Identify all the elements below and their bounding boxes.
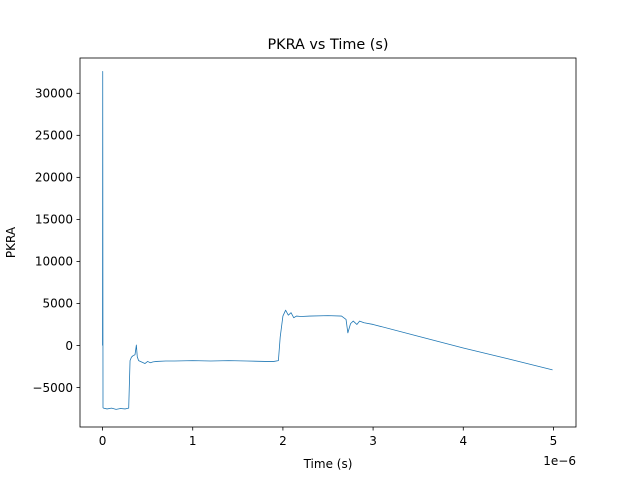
y-axis: −5000 0 5000 10000 15000 20000 25000 30000 [32,87,80,395]
y-tick-label: 20000 [35,171,73,185]
series-layer [102,71,553,410]
plot-frame [79,57,577,428]
y-tick-label: 15000 [35,213,73,227]
x-axis: 0 1 2 3 4 5 [99,427,558,448]
x-tick-label: 1 [189,434,197,448]
y-axis-label: PKRA [4,226,18,258]
y-tick-label: −5000 [32,381,73,395]
x-axis-offset-label: 1e−6 [543,454,576,468]
x-tick-label: 4 [459,434,467,448]
x-tick-label: 5 [550,434,558,448]
x-axis-label: Time (s) [303,457,353,471]
x-tick-label: 3 [369,434,377,448]
chart-title: PKRA vs Time (s) [267,37,388,53]
x-tick-label: 0 [99,434,107,448]
y-tick-label: 0 [65,339,73,353]
x-tick-label: 2 [279,434,287,448]
y-tick-label: 30000 [35,87,73,101]
series-line [102,71,553,410]
y-tick-label: 25000 [35,129,73,143]
y-tick-label: 10000 [35,255,73,269]
y-tick-label: 5000 [42,297,73,311]
